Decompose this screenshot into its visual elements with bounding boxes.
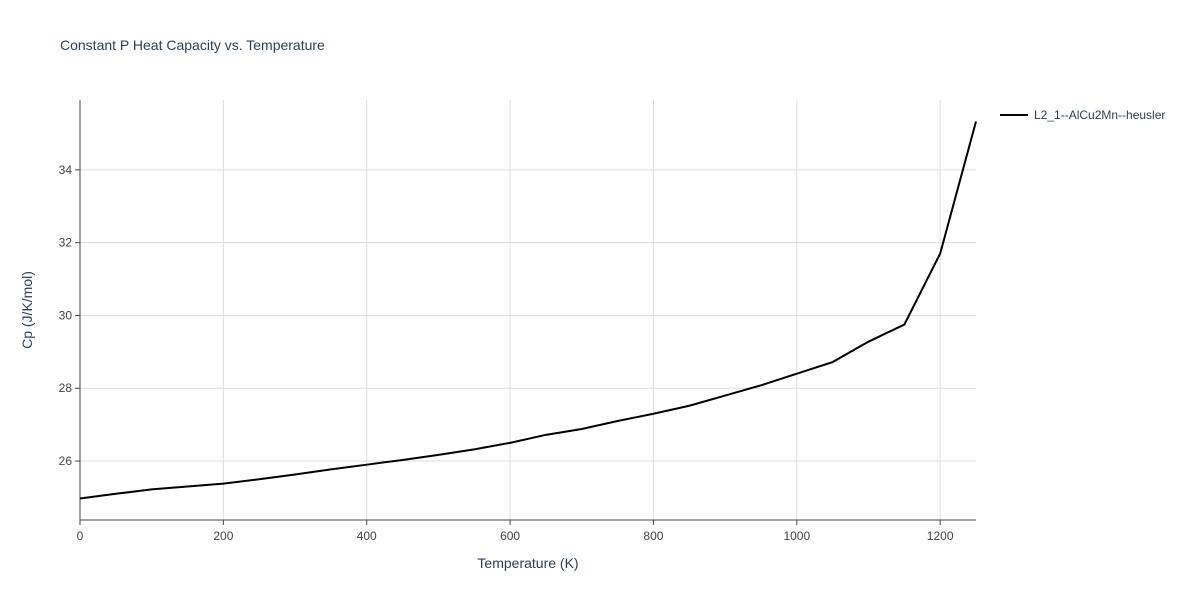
- y-tick-label: 26: [59, 454, 73, 468]
- y-axis-title: Cp (J/K/mol): [19, 271, 35, 349]
- y-tick-label: 28: [59, 381, 73, 395]
- x-tick-label: 1200: [927, 529, 954, 543]
- x-tick-label: 800: [643, 529, 663, 543]
- y-tick-label: 34: [59, 163, 73, 177]
- chart-title: Constant P Heat Capacity vs. Temperature: [60, 37, 325, 53]
- x-tick-label: 600: [500, 529, 520, 543]
- x-axis-title: Temperature (K): [477, 555, 578, 571]
- data-line: [79, 121, 977, 500]
- x-tick-label: 1000: [783, 529, 810, 543]
- x-tick-label: 400: [357, 529, 377, 543]
- y-tick-label: 32: [59, 236, 73, 250]
- legend-label: L2_1--AlCu2Mn--heusler: [1034, 108, 1165, 122]
- x-tick-label: 200: [213, 529, 233, 543]
- x-tick-label: 0: [77, 529, 84, 543]
- y-tick-label: 30: [59, 308, 73, 322]
